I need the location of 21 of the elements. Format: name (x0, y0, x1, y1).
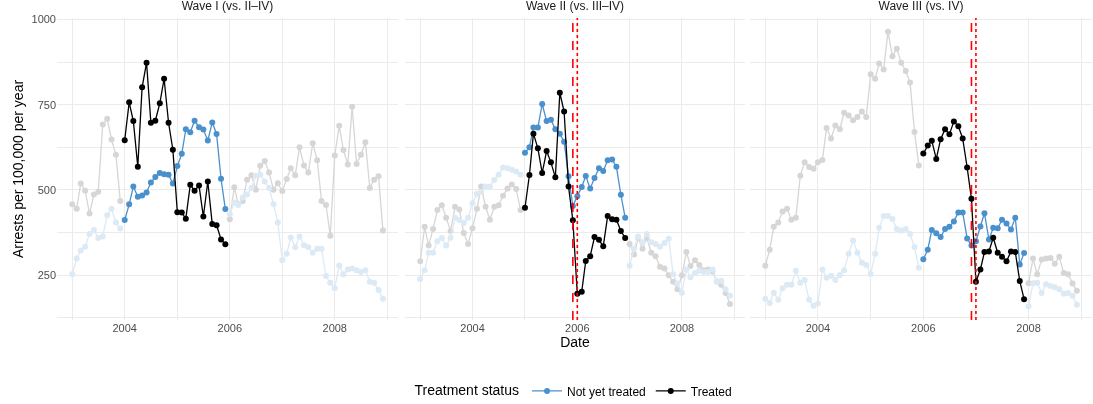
legend-label: Treated (690, 384, 732, 399)
y-tick-label: 750 (37, 98, 56, 111)
x-axis-title: Date (560, 334, 590, 350)
chart-title: Wave I (vs. II–IV) (181, 0, 274, 14)
y-axis-title: Arrests per 100,000 per year (10, 79, 27, 259)
x-tick-label: 2006 (217, 322, 243, 334)
y-tick-label: 250 (37, 269, 56, 282)
y-tick-label: 1000 (31, 13, 56, 26)
x-tick-label: 2008 (669, 322, 695, 334)
chart-title: Wave III (vs. IV) (878, 0, 964, 14)
x-tick-label: 2008 (1016, 322, 1041, 334)
x-tick-label: 2004 (805, 322, 831, 334)
x-tick-label: 2004 (460, 322, 485, 334)
x-tick-label: 2008 (322, 322, 347, 334)
x-tick-label: 2006 (911, 322, 936, 334)
x-tick-label: 2004 (112, 322, 137, 334)
chart-title: Wave II (vs. III–IV) (525, 0, 625, 14)
legend-title: Treatment status (414, 381, 520, 398)
legend-label: Not yet treated (567, 384, 646, 399)
x-tick-label: 2006 (565, 322, 590, 334)
y-tick-label: 500 (37, 183, 56, 196)
